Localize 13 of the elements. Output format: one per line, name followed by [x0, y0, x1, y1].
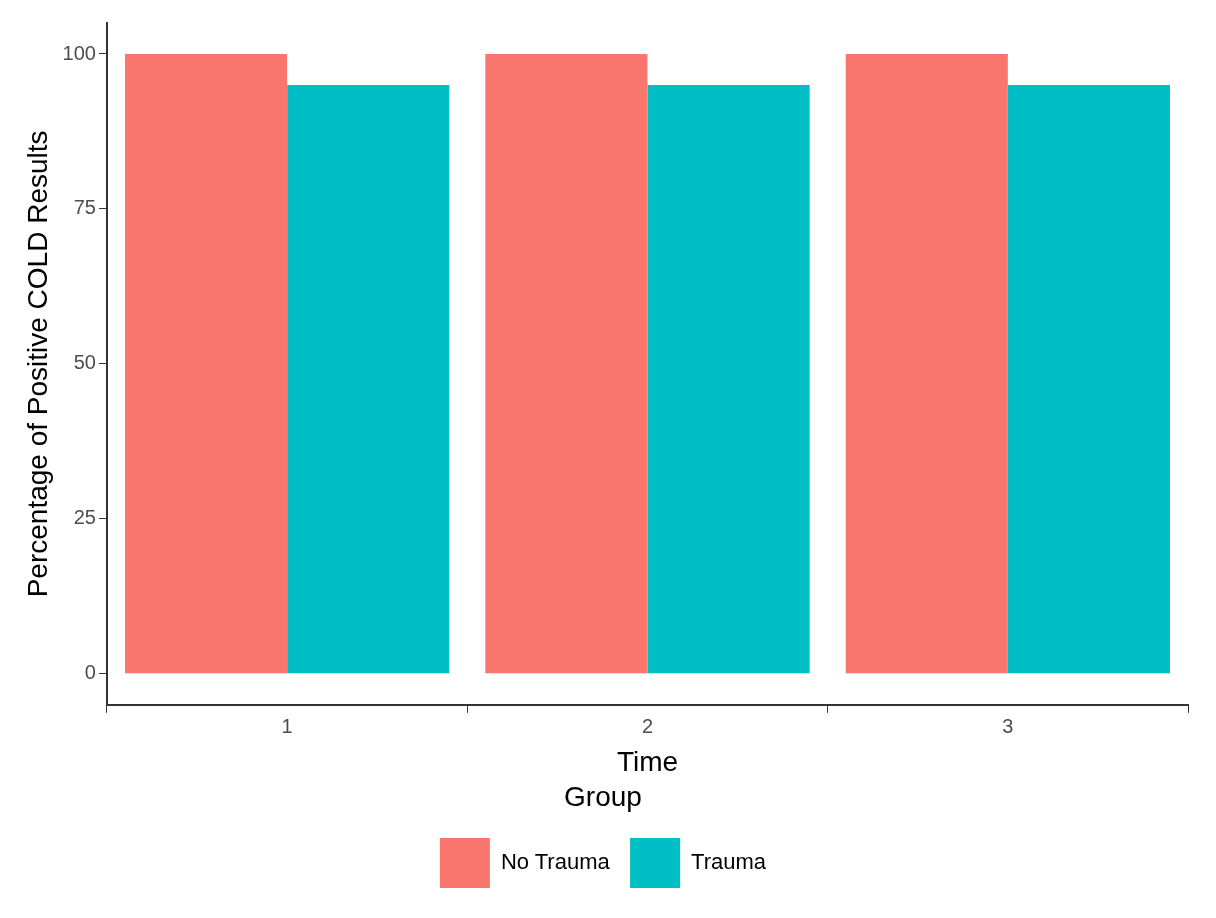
y-tick-label: 100 — [62, 41, 96, 64]
y-tick-label: 50 — [73, 351, 96, 374]
y-axis-title: Percentage of Positive COLD Results — [21, 130, 53, 598]
legend-title: Group — [564, 781, 642, 813]
x-tick-label: 1 — [281, 715, 293, 738]
x-tick-label: 3 — [1002, 715, 1014, 738]
x-tick-label: 2 — [641, 715, 654, 738]
y-tick-label: 75 — [73, 196, 96, 219]
y-tick-label: 0 — [84, 661, 96, 684]
legend-label: Trauma — [691, 849, 767, 875]
x-axis-title: Time — [616, 746, 679, 778]
legend-label: No Trauma — [500, 849, 611, 875]
y-tick-label: 25 — [73, 506, 96, 529]
